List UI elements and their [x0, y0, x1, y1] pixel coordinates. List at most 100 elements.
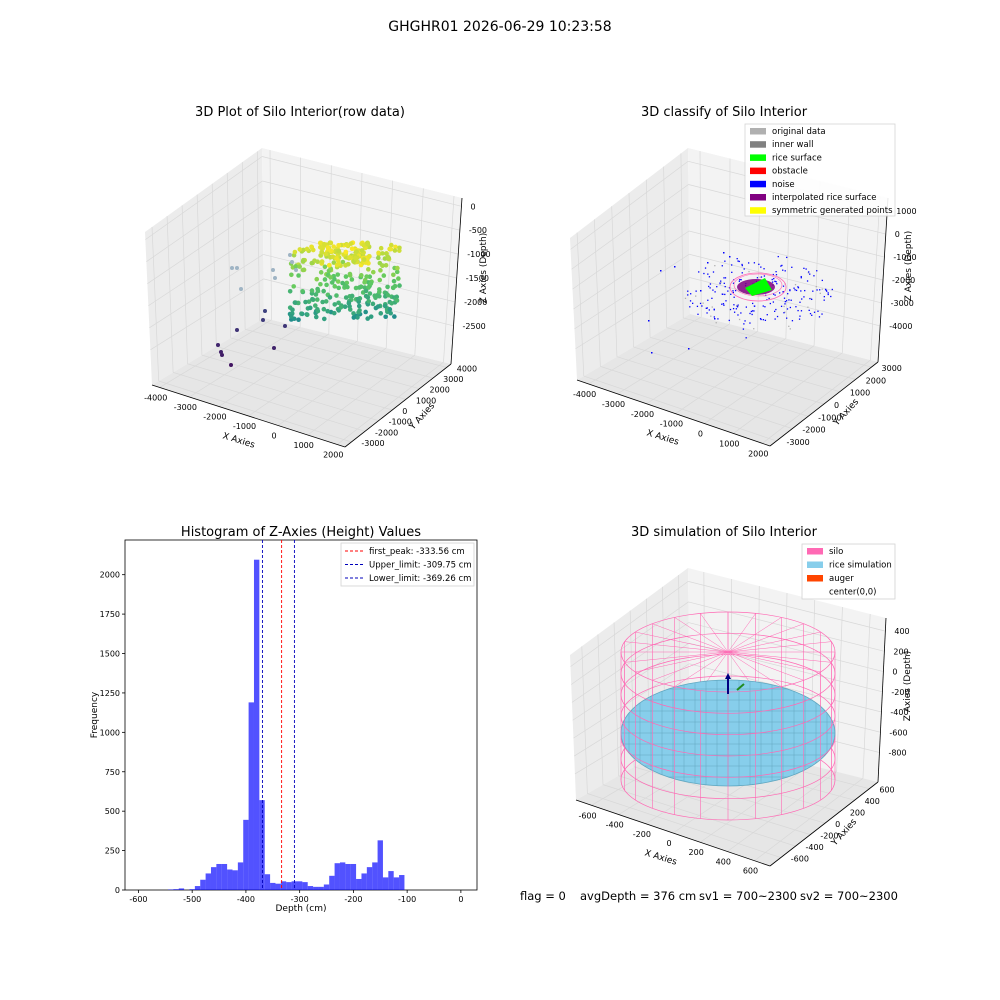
- footer-avg-depth: avgDepth = 376 cm: [580, 889, 696, 903]
- raw-point: [366, 285, 371, 290]
- noise-point: [723, 282, 725, 284]
- raw-point: [336, 285, 342, 291]
- noise-point: [736, 304, 738, 307]
- y-tick-label: 400: [865, 797, 880, 806]
- silo-roof-spoke: [727, 623, 804, 653]
- noise-point: [730, 293, 732, 295]
- center-marker: [736, 683, 745, 691]
- noise-point: [741, 264, 743, 267]
- raw-point: [393, 244, 398, 250]
- y-gridline-wall: [613, 622, 619, 776]
- noise-point: [752, 302, 754, 305]
- noise-point: [708, 285, 710, 288]
- panel4-title: 3D simulation of Silo Interior: [631, 525, 818, 540]
- x-tick-label: -400: [606, 821, 624, 830]
- raw-point: [397, 283, 402, 288]
- noise-point: [707, 273, 709, 275]
- histogram-bar: [313, 886, 319, 890]
- noise-point: [786, 317, 788, 319]
- noise-point: [759, 276, 761, 278]
- noise-point: [737, 260, 739, 262]
- noise-point: [799, 315, 801, 317]
- raw-point: [394, 269, 400, 275]
- x-gridline: [699, 764, 811, 843]
- noise-point: [816, 270, 818, 272]
- raw-point: [378, 268, 383, 273]
- z-gridline-wall: [147, 205, 263, 285]
- silo-roof-spoke: [727, 641, 832, 653]
- raw-point: [315, 288, 321, 294]
- noise-point: [732, 291, 734, 294]
- noise-point: [809, 273, 811, 275]
- x-tick-label: -2000: [631, 410, 654, 419]
- noise-point: [709, 283, 712, 285]
- noise-point: [763, 268, 765, 270]
- histogram-bar: [393, 877, 400, 890]
- raw-point: [322, 264, 328, 270]
- raw-point: [366, 267, 371, 272]
- panel1-zlabel: Z Axies (Depth): [479, 233, 489, 304]
- raw-point: [372, 293, 378, 298]
- noise-point: [789, 289, 791, 292]
- noise-point: [714, 291, 716, 293]
- y-gridline-wall: [256, 151, 260, 321]
- raw-point: [273, 276, 277, 280]
- histogram-bar: [200, 879, 206, 890]
- noise-point: [723, 304, 725, 306]
- noise-point: [807, 306, 809, 308]
- x-gridline-wall: [836, 606, 843, 772]
- silo-wireframe-front: [620, 651, 836, 821]
- noise-point: [695, 295, 697, 297]
- panel-classify-3d: 3D classify of Silo Interior -4000-3000-…: [570, 105, 917, 458]
- z-gridline-wall: [570, 160, 689, 250]
- raw-point: [229, 363, 233, 367]
- x-tick-label: -200: [344, 895, 362, 904]
- raw-point: [321, 306, 327, 312]
- noise-point: [731, 271, 733, 274]
- noise-point: [799, 301, 801, 303]
- figure-suptitle: GHGHR01 2026-06-29 10:23:58: [388, 19, 611, 35]
- legend-swatch: [807, 561, 823, 568]
- y-gridline: [230, 337, 420, 390]
- noise-point: [808, 309, 810, 311]
- noise-point: [786, 256, 788, 259]
- raw-point: [355, 296, 361, 302]
- y-tick-label: 750: [105, 768, 120, 777]
- y-tick-label: 2000: [430, 386, 450, 395]
- silo-roof-spoke: [727, 631, 821, 653]
- raw-point: [292, 300, 298, 305]
- noise-point: [783, 305, 785, 308]
- raw-point: [313, 303, 318, 308]
- raw-point: [328, 240, 334, 246]
- x-tick-label: -1000: [660, 420, 683, 429]
- raw-point: [336, 261, 342, 267]
- noise-point: [772, 273, 774, 276]
- legend-swatch: [807, 548, 823, 555]
- noise-point: [805, 268, 807, 270]
- x-gridline-wall: [414, 188, 424, 356]
- raw-point: [380, 263, 385, 268]
- y-gridline: [201, 354, 393, 411]
- silo-roof-spoke: [727, 613, 756, 653]
- noise-point: [775, 271, 777, 273]
- noise-point: [714, 265, 716, 267]
- y-gridline-wall: [196, 194, 203, 356]
- noise-point: [715, 322, 717, 324]
- raw-point: [319, 249, 325, 255]
- histogram-bar: [334, 863, 340, 890]
- raw-point: [365, 316, 370, 321]
- noise-point: [721, 293, 723, 295]
- z-tick-label: -1000: [467, 250, 490, 259]
- noise-point: [704, 267, 707, 269]
- noise-point: [819, 292, 821, 295]
- y-tick-label: -200: [820, 832, 838, 841]
- y-tick-label: 3000: [882, 364, 902, 373]
- y-tick-label: -3000: [361, 439, 384, 448]
- noise-point: [728, 287, 731, 289]
- noise-point: [760, 318, 762, 321]
- noise-point: [762, 305, 764, 307]
- panel2-pane-floor: [577, 314, 878, 446]
- noise-point: [809, 297, 811, 300]
- legend-swatch: [750, 207, 766, 214]
- raw-point: [391, 272, 396, 278]
